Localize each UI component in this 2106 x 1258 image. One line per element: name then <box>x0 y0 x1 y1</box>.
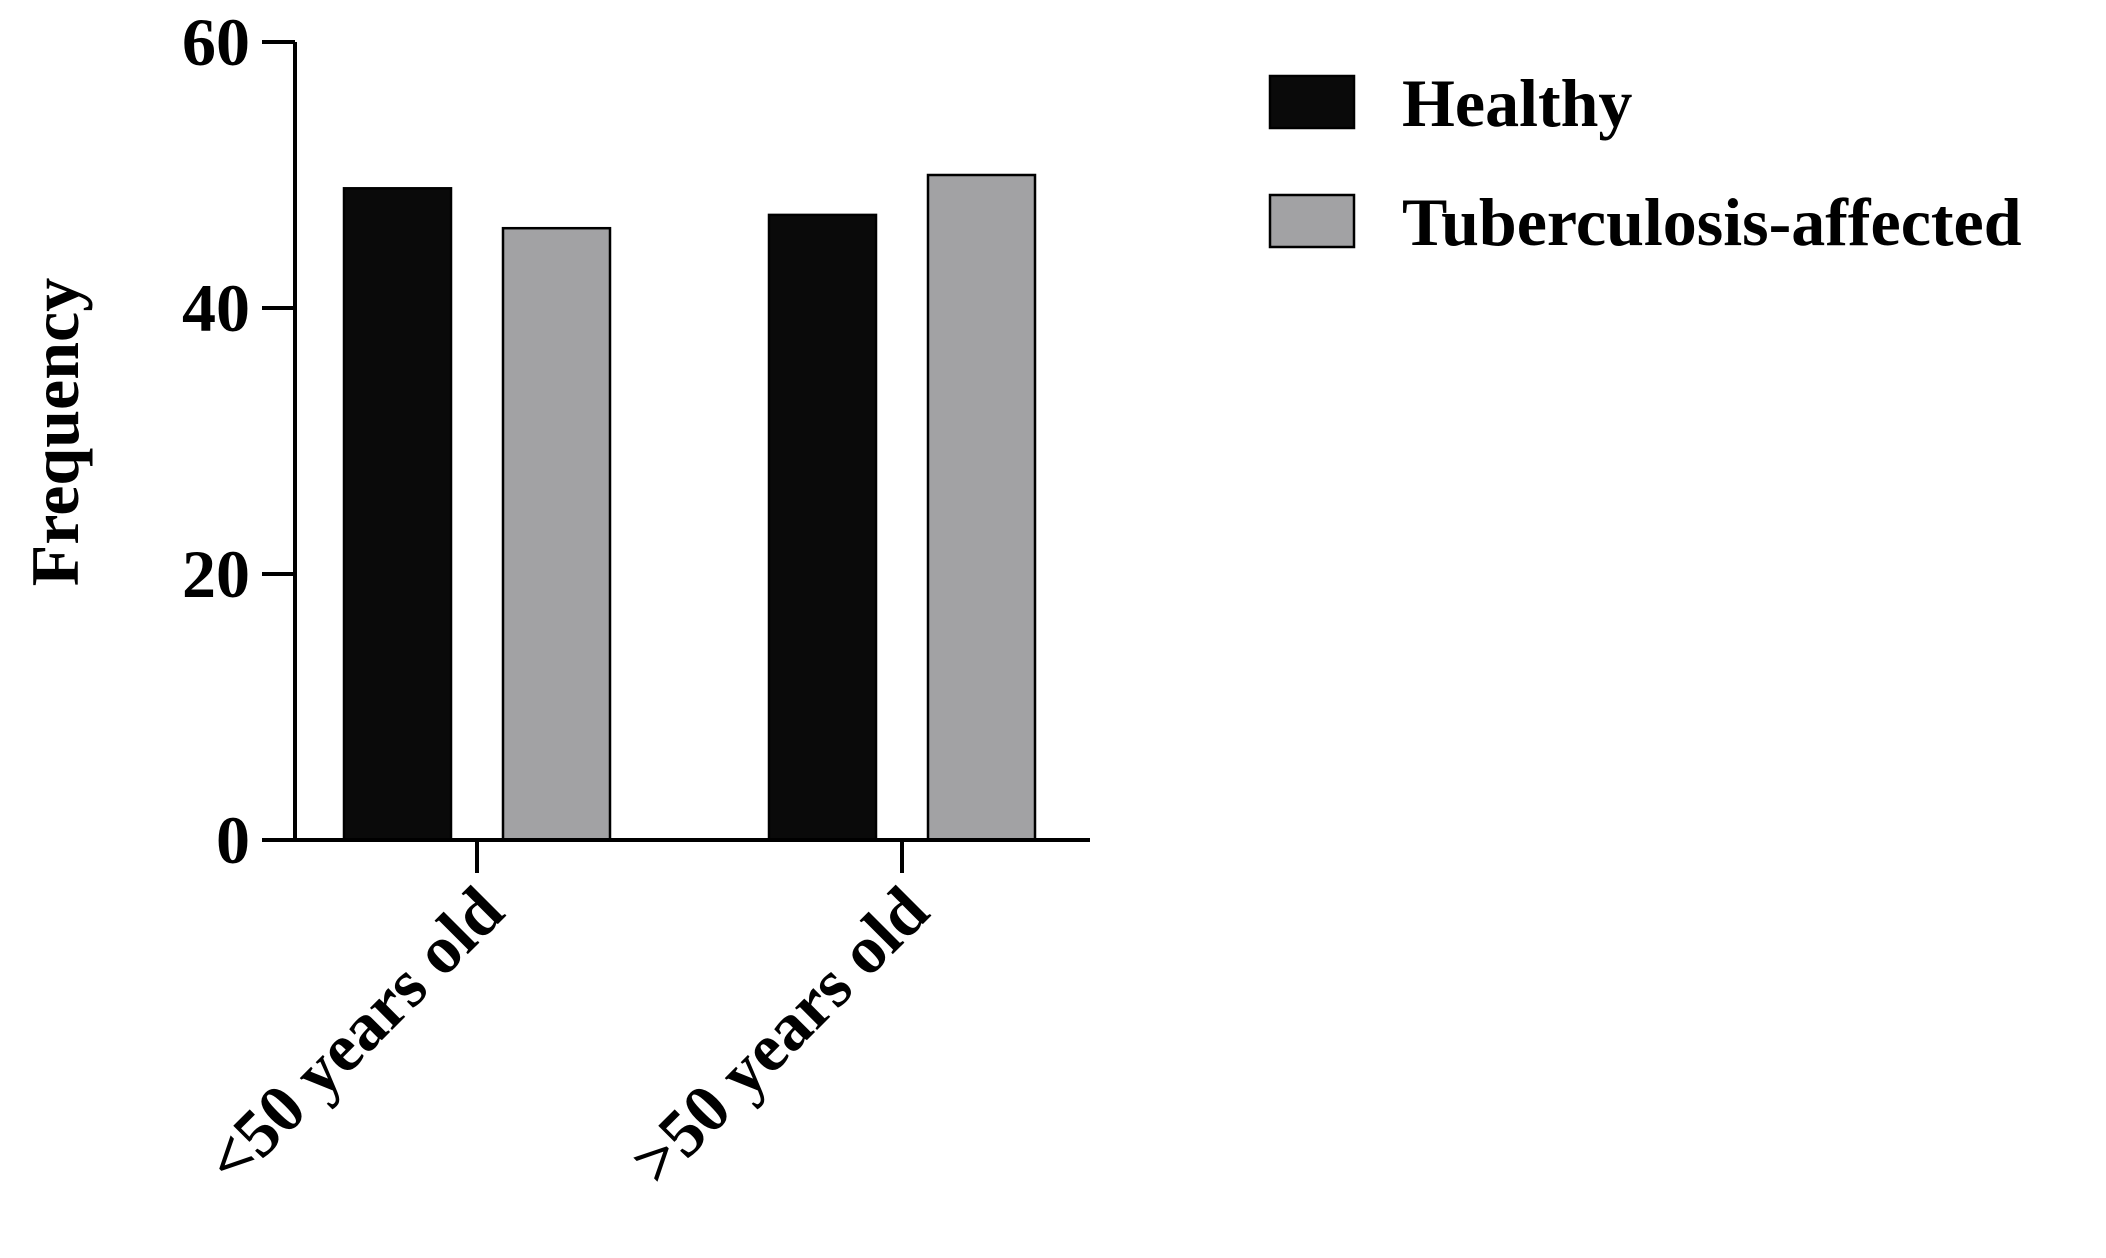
bar-tuberculosis-affected-2 <box>926 173 1037 842</box>
legend-label-tuberculosis-affected: Tuberculosis-affected <box>1402 184 2022 260</box>
bar-healthy-1 <box>342 187 453 842</box>
x-category-label: <50 years old <box>191 872 518 1199</box>
y-tick-label: 40 <box>182 270 250 346</box>
bar-healthy-2 <box>767 213 878 842</box>
y-axis-title: Frequency <box>17 278 93 587</box>
x-ticks-layer: <50 years old >50 years old <box>191 840 943 1199</box>
x-category-label: >50 years old <box>616 872 943 1199</box>
legend: Healthy Tuberculosis-affected <box>1268 65 2022 260</box>
legend-label-healthy: Healthy <box>1402 65 1632 141</box>
legend-swatch-tuberculosis-affected <box>1268 193 1356 249</box>
y-tick-label: 0 <box>216 802 250 878</box>
y-ticks-layer: 0 20 40 60 <box>182 4 295 878</box>
axes-layer <box>293 42 1090 842</box>
y-tick-label: 20 <box>182 536 250 612</box>
y-tick-label: 60 <box>182 4 250 80</box>
bars-layer <box>342 173 1037 842</box>
legend-swatch-healthy <box>1268 74 1356 130</box>
bar-tuberculosis-affected-1 <box>501 226 612 842</box>
